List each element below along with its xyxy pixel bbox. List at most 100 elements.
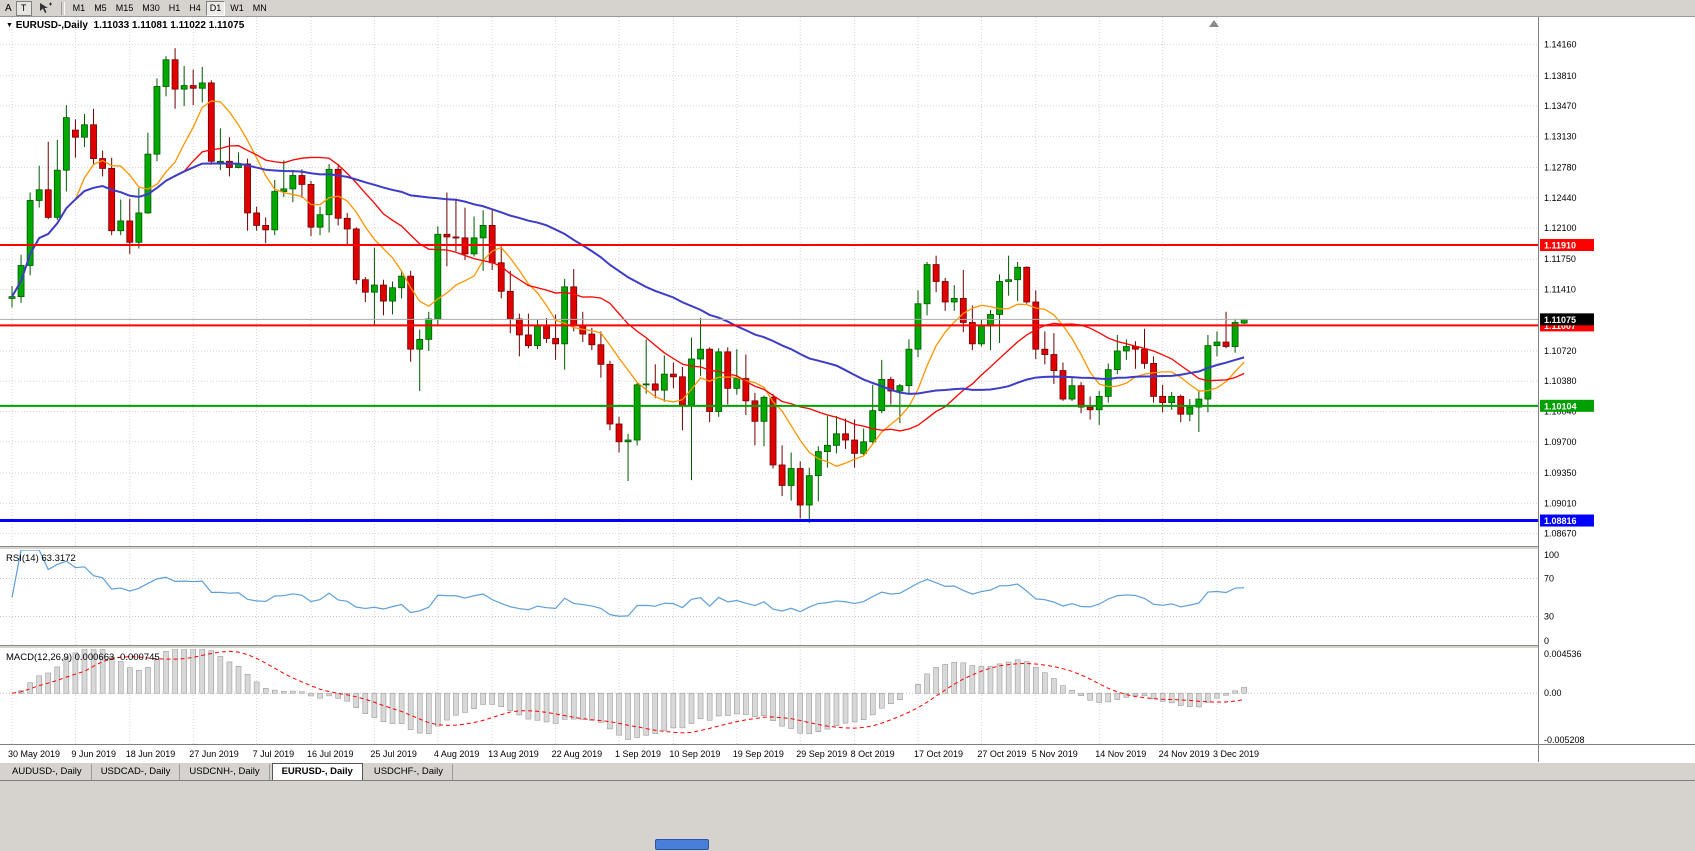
date-axis-label: 3 Dec 2019 (1213, 749, 1259, 759)
price-axis-label: 1.13470 (1544, 101, 1577, 111)
chart-canvas[interactable]: 30 May 2019 9 Jun 2019 18 Jun 2019 27 Jun 2… (0, 17, 1695, 762)
macd-bar (888, 692, 894, 705)
horizontal-scrollbar-thumb[interactable] (655, 839, 709, 850)
date-axis-label: 17 Oct 2019 (914, 749, 963, 759)
macd-bar (380, 692, 387, 723)
macd-bar (389, 692, 396, 724)
bid-price-badge-label: 1.11075 (1544, 315, 1576, 325)
time-axis[interactable] (0, 744, 1695, 762)
macd-bar (1051, 678, 1057, 694)
price-axis-label: 1.12440 (1544, 193, 1577, 203)
macd-bar (634, 692, 640, 738)
price-axis-label: 1.13810 (1544, 71, 1577, 81)
candle-body (842, 433, 849, 441)
chart-tab-audusd[interactable]: AUDUSD-, Daily (3, 763, 92, 780)
timeframe-button-h4[interactable]: H4 (185, 0, 205, 16)
macd-bar (734, 692, 740, 715)
candle-body (343, 217, 351, 230)
chart-background (0, 17, 1695, 762)
macd-bar (63, 657, 70, 694)
chart-window[interactable]: 30 May 2019 9 Jun 2019 18 Jun 2019 27 Jun 2… (0, 17, 1695, 762)
candle-body (588, 333, 596, 346)
macd-bar (435, 692, 441, 727)
macd-bar (36, 675, 42, 694)
timeframe-button-mn[interactable]: MN (248, 0, 271, 16)
candle-body (796, 468, 804, 506)
candle-body (53, 169, 61, 218)
macd-bar (117, 661, 124, 694)
candle-body (108, 167, 116, 232)
macd-bar (1168, 692, 1175, 704)
macd-bar (643, 692, 649, 736)
macd-bar (679, 692, 686, 729)
price-axis-label: 1.14160 (1544, 40, 1577, 50)
macd-bar (145, 667, 151, 694)
candle-body (733, 378, 741, 389)
macd-bar (661, 692, 668, 731)
cursor-tool-button[interactable] (32, 0, 57, 16)
hline-price-badge-label: 1.08816 (1544, 516, 1577, 526)
candle-body (679, 376, 686, 406)
macd-bar (924, 673, 930, 694)
candle-body (1050, 354, 1058, 371)
separator-rsi-macd (0, 645, 1695, 649)
macd-bar (27, 682, 33, 694)
candle-body (1113, 350, 1121, 371)
macd-bar (842, 692, 849, 724)
candle-body (760, 396, 768, 422)
top-toolbar: A T M1 M5 M15 M30 H1 H4 D1 W1 MN (0, 0, 1695, 17)
text-tool-button[interactable]: T (15, 0, 32, 16)
candle-body (724, 351, 732, 389)
macd-bar (688, 692, 695, 724)
date-axis-label: 14 Nov 2019 (1095, 749, 1146, 759)
date-axis-label: 5 Nov 2019 (1032, 749, 1078, 759)
price-axis[interactable] (1538, 17, 1695, 744)
macd-bar (770, 692, 776, 721)
candle-body (968, 322, 976, 345)
candle-body (751, 400, 759, 422)
macd-bar (996, 663, 1003, 694)
chart-collapse-arrow[interactable]: ▼ (6, 22, 13, 29)
price-axis-label: 1.09010 (1544, 498, 1577, 508)
candle-body (543, 325, 550, 339)
timeframe-button-m15[interactable]: M15 (111, 0, 138, 16)
macd-bar (552, 692, 559, 724)
macd-bar (172, 648, 178, 694)
chart-tab-usdcad[interactable]: USDCAD-, Daily (92, 763, 181, 780)
timeframe-button-d1[interactable]: D1 (205, 0, 226, 16)
macd-bar (797, 692, 803, 734)
candle-body (615, 423, 623, 443)
candle-body (289, 175, 297, 190)
macd-bar (1114, 692, 1121, 700)
candle-body (434, 233, 442, 320)
macd-bar (1241, 686, 1247, 694)
macd-bar (1005, 661, 1012, 694)
timeframe-button-w1[interactable]: W1 (226, 0, 248, 16)
chart-tab-usdchf[interactable]: USDCHF-, Daily (365, 763, 453, 780)
chart-tab-eurusd[interactable]: EURUSD-, Daily (271, 762, 363, 781)
candle-body (81, 124, 88, 138)
candle-body (407, 275, 415, 350)
candle-body (1186, 406, 1194, 415)
macd-bar (1033, 667, 1039, 694)
candle-body (361, 279, 369, 293)
date-axis-label: 13 Aug 2019 (488, 749, 539, 759)
candle-body (1014, 266, 1022, 281)
chart-shift-marker[interactable] (1209, 20, 1219, 27)
candle-body (715, 351, 723, 412)
timeframe-button-m30[interactable]: M30 (138, 0, 164, 16)
timeframe-button-m1[interactable]: M1 (68, 0, 90, 16)
candle-body (978, 325, 985, 345)
chart-tab-usdcnh[interactable]: USDCNH-, Daily (180, 763, 270, 780)
macd-bar (1132, 692, 1139, 697)
candle-body (479, 224, 487, 239)
timeframe-button-h1[interactable]: H1 (164, 0, 185, 16)
macd-bar (706, 692, 713, 721)
macd-bar (969, 665, 976, 694)
candle-body (298, 175, 306, 185)
macd-bar (761, 692, 767, 716)
candle-body (878, 379, 886, 412)
candle-body (126, 220, 134, 243)
candle-body (1059, 370, 1067, 400)
timeframe-button-m5[interactable]: M5 (90, 0, 111, 16)
